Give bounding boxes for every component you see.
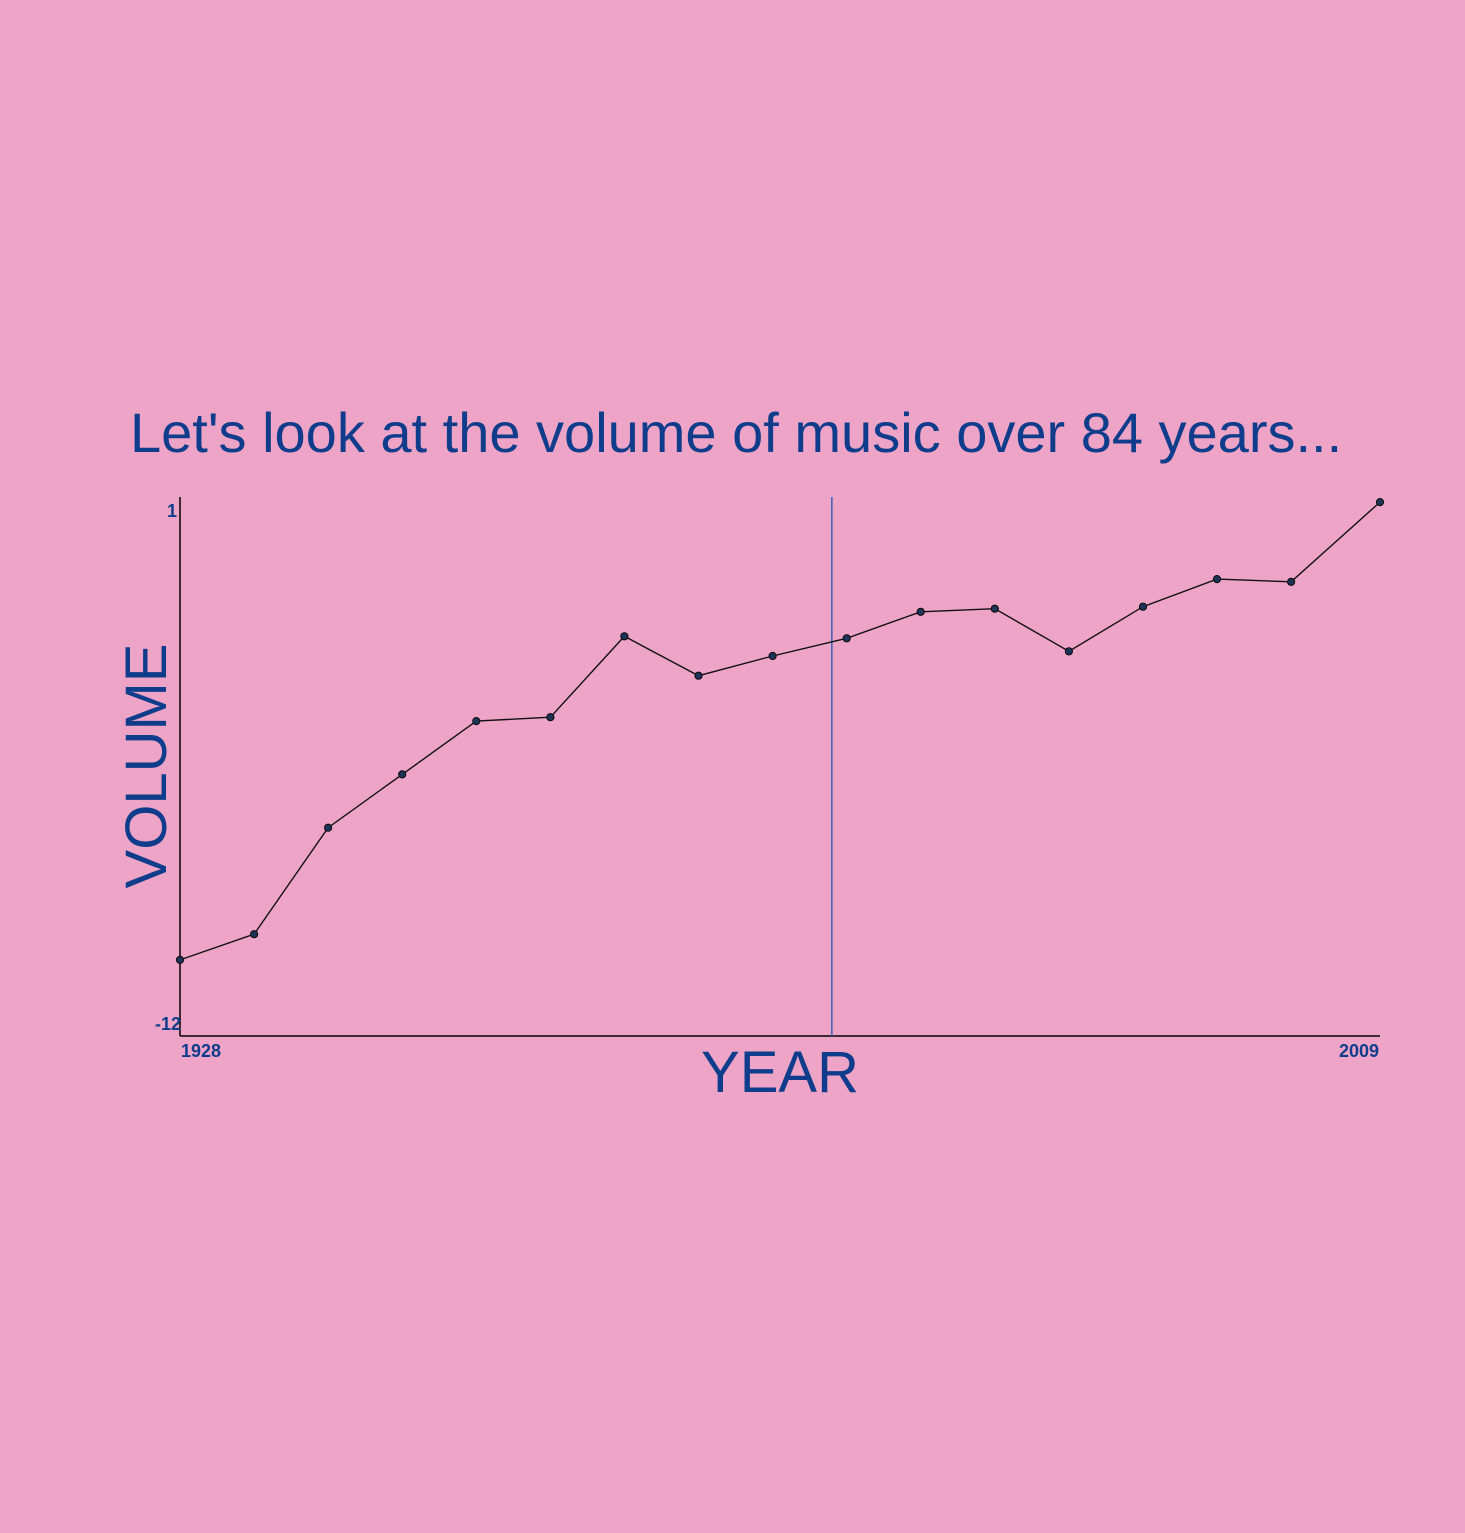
data-point-1993	[1138, 602, 1148, 611]
data-point-1988	[1064, 647, 1074, 656]
y-tick-label-max: 1	[167, 501, 177, 521]
data-point-1948	[472, 717, 481, 726]
data-points	[175, 498, 1385, 965]
data-point-1958	[620, 632, 629, 641]
data-point-1933	[250, 930, 259, 939]
data-point-1973	[842, 634, 851, 643]
data-point-1978	[916, 607, 925, 616]
x-tick-label-max: 2009	[1339, 1041, 1379, 1061]
chart-title: Let's look at the volume of music over 8…	[130, 401, 1343, 464]
data-point-1968	[768, 651, 777, 661]
data-point-1963	[694, 671, 703, 680]
data-point-1953	[546, 713, 555, 722]
data-point-1983	[990, 604, 999, 613]
x-tick-label-min: 1928	[181, 1041, 221, 1061]
data-point-2003	[1287, 577, 1296, 586]
y-axis-title: VOLUME	[114, 644, 179, 889]
data-point-2009	[1375, 498, 1385, 507]
data-point-1928	[175, 955, 185, 965]
y-tick-label-min: -12	[155, 1014, 181, 1034]
data-point-1998	[1212, 575, 1222, 584]
x-axis-title: YEAR	[701, 1040, 859, 1105]
volume-series-line	[179, 501, 1381, 961]
data-point-1943	[398, 770, 407, 779]
data-point-1938	[324, 823, 333, 832]
